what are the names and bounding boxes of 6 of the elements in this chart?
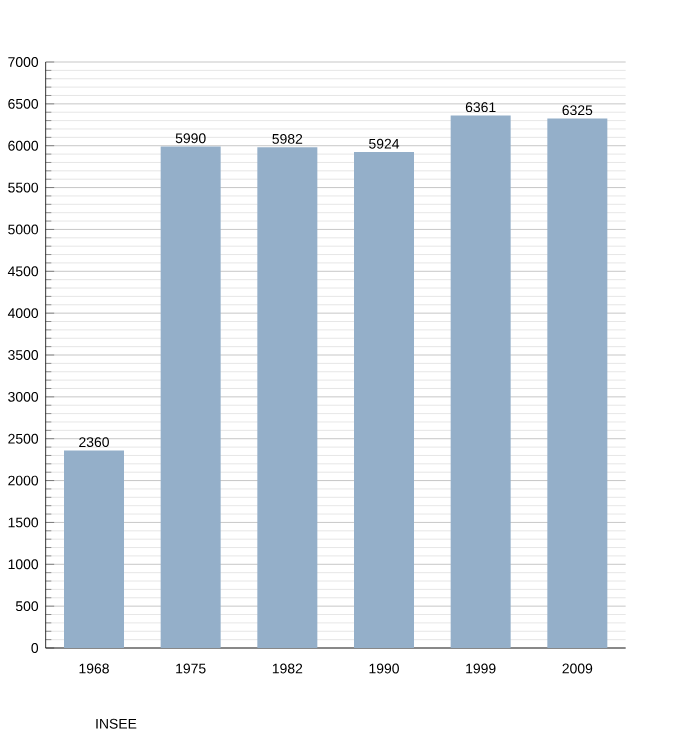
bar: [160, 146, 221, 648]
bar: [547, 118, 608, 648]
bar: [354, 152, 414, 648]
bar: [450, 115, 511, 648]
bar: [257, 147, 318, 648]
bar: [64, 450, 124, 648]
